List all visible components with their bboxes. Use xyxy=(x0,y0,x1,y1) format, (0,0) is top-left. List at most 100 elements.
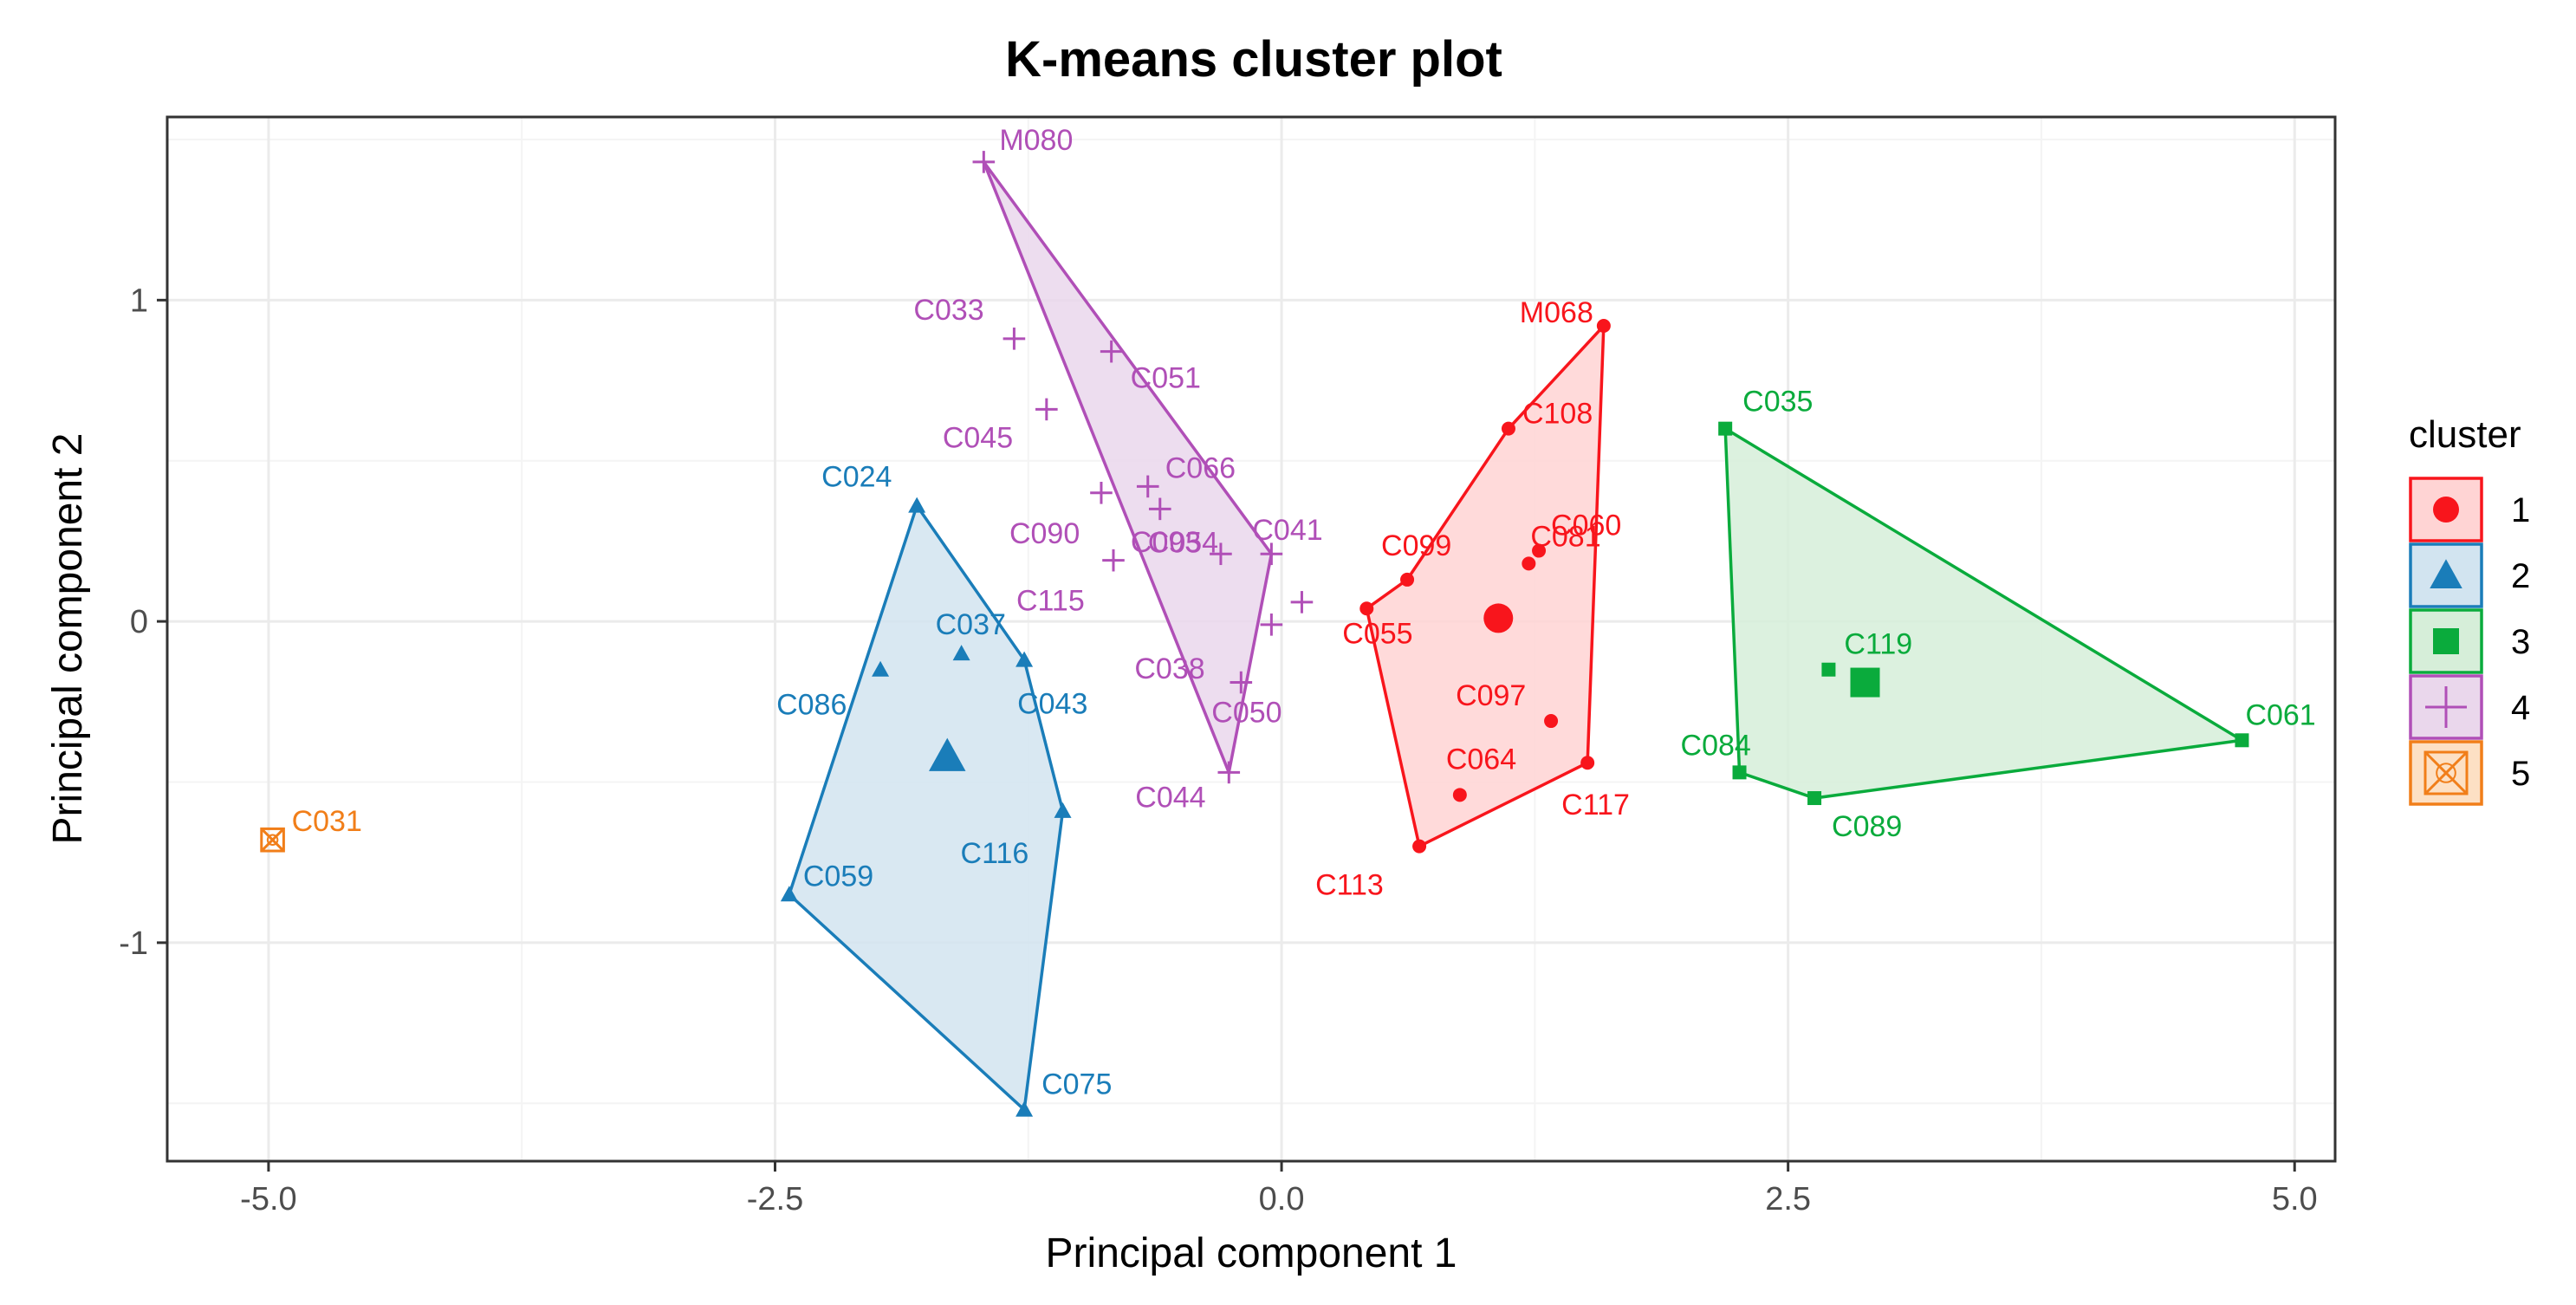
cluster-1-point xyxy=(1544,714,1559,729)
marker-circle xyxy=(1544,714,1559,729)
legend-item-1: 1 xyxy=(2409,477,2530,542)
point-label: C115 xyxy=(1016,585,1085,618)
cluster-2-center xyxy=(929,737,966,771)
point-label: C108 xyxy=(1522,398,1593,431)
marker-triangle xyxy=(1054,802,1072,818)
point-label: M080 xyxy=(999,124,1073,157)
point-label: C055 xyxy=(1342,617,1412,650)
marker-square xyxy=(1850,667,1880,698)
cluster-1-point xyxy=(1359,601,1374,616)
point-label: C066 xyxy=(1165,451,1236,484)
marker-triangle xyxy=(1015,1100,1034,1117)
chart-title: K-means cluster plot xyxy=(1005,31,1502,88)
point-label: C084 xyxy=(1681,729,1751,762)
cluster-1-center xyxy=(1483,603,1514,633)
cluster-3-center xyxy=(1850,667,1880,698)
point-label: C117 xyxy=(1561,789,1630,821)
cluster-4-point xyxy=(1002,328,1026,350)
marker-circle xyxy=(1522,556,1536,571)
marker-circle xyxy=(1452,788,1467,802)
cluster-2-point xyxy=(1054,802,1072,818)
point-label: C035 xyxy=(1742,386,1813,419)
cluster-4-point xyxy=(1260,542,1283,566)
point-label: C059 xyxy=(803,860,873,893)
cluster-4-point xyxy=(1090,482,1113,504)
cluster-4-point xyxy=(1210,542,1232,566)
cluster-hulls xyxy=(787,160,2247,1113)
marker-circle xyxy=(1412,839,1427,854)
cluster-4-point xyxy=(1102,549,1125,572)
cluster-2-point xyxy=(780,886,798,902)
legend-marker xyxy=(2430,559,2462,588)
point-label: C024 xyxy=(821,461,892,494)
point-label: C113 xyxy=(1315,869,1384,902)
cluster-1-point xyxy=(1596,319,1611,333)
marker-square xyxy=(1821,662,1836,677)
cluster-3-point xyxy=(2235,733,2249,748)
marker-circle xyxy=(1532,543,1547,558)
point-labels: M068 C108 C060 C099 C081 C055 C097 C064 C117 C113… xyxy=(292,124,2316,1101)
cluster-4-hull xyxy=(982,160,1274,778)
x-tick-label: 5.0 xyxy=(2272,1181,2318,1217)
marker-circle xyxy=(1596,319,1611,333)
cluster-5-point xyxy=(260,827,285,853)
marker-triangle xyxy=(929,737,966,771)
cluster-3-point xyxy=(1732,765,1747,780)
point-label: C051 xyxy=(1131,362,1201,395)
point-label: C119 xyxy=(1844,628,1912,661)
legend-label: 3 xyxy=(2511,623,2530,661)
point-label: C061 xyxy=(2245,698,2315,731)
marker-square xyxy=(1732,765,1747,780)
cluster-4-point xyxy=(1035,398,1058,421)
cluster-4-point xyxy=(1136,475,1159,498)
cluster-1-point xyxy=(1400,572,1415,587)
point-label: M068 xyxy=(1520,296,1593,329)
cluster-2-point xyxy=(1015,651,1034,667)
legend-marker xyxy=(2425,686,2467,728)
point-label: C044 xyxy=(1135,781,1205,814)
cluster-1-point xyxy=(1532,543,1547,558)
legend-marker xyxy=(2424,750,2469,795)
marker-circle xyxy=(1400,572,1415,587)
cluster-points xyxy=(260,151,2249,1117)
point-label: C116 xyxy=(961,837,1029,870)
point-label: C033 xyxy=(913,294,983,327)
cluster-3-point xyxy=(1807,791,1822,806)
x-tick-label: 2.5 xyxy=(1765,1181,1811,1217)
marker-circle xyxy=(1580,756,1595,770)
marker-square xyxy=(1807,791,1822,806)
marker-square xyxy=(1718,421,1733,436)
marker-square xyxy=(2433,628,2459,654)
point-label: C041 xyxy=(1252,514,1322,547)
point-label: C075 xyxy=(1041,1068,1112,1101)
legend-marker xyxy=(2433,628,2459,654)
legend-items: 1 2 3 4 5 xyxy=(2409,477,2530,806)
cluster-4-point xyxy=(1217,761,1241,784)
legend-item-4: 4 xyxy=(2409,674,2530,740)
marker-box xyxy=(2424,750,2469,795)
point-label: C099 xyxy=(1381,529,1451,562)
plot-area: M068 C108 C060 C099 C081 C055 C097 C064 C117 C113… xyxy=(165,115,2337,1163)
marker-circle xyxy=(1483,603,1514,633)
legend-label: 1 xyxy=(2511,491,2530,529)
x-tick-label: -2.5 xyxy=(747,1181,803,1217)
cluster-4-point xyxy=(1230,671,1253,694)
marker-triangle xyxy=(872,660,890,677)
point-label: C081 xyxy=(1530,520,1600,553)
marker-triangle xyxy=(1015,651,1034,667)
cluster-2-point xyxy=(872,660,890,677)
point-label: C086 xyxy=(776,689,847,722)
point-label: C097 xyxy=(1456,679,1526,712)
point-label: C050 xyxy=(1211,697,1282,730)
marker-box xyxy=(260,827,285,853)
marker-circle xyxy=(2433,497,2459,523)
marker-circle xyxy=(1501,421,1515,436)
legend-label: 5 xyxy=(2511,755,2530,793)
cluster-1-point xyxy=(1522,556,1536,571)
cluster-1-point xyxy=(1452,788,1467,802)
marker-box-ring xyxy=(2436,763,2456,783)
marker-box-ring xyxy=(266,834,279,846)
y-tick-label: 1 xyxy=(130,282,148,319)
cluster-1-point xyxy=(1580,756,1595,770)
